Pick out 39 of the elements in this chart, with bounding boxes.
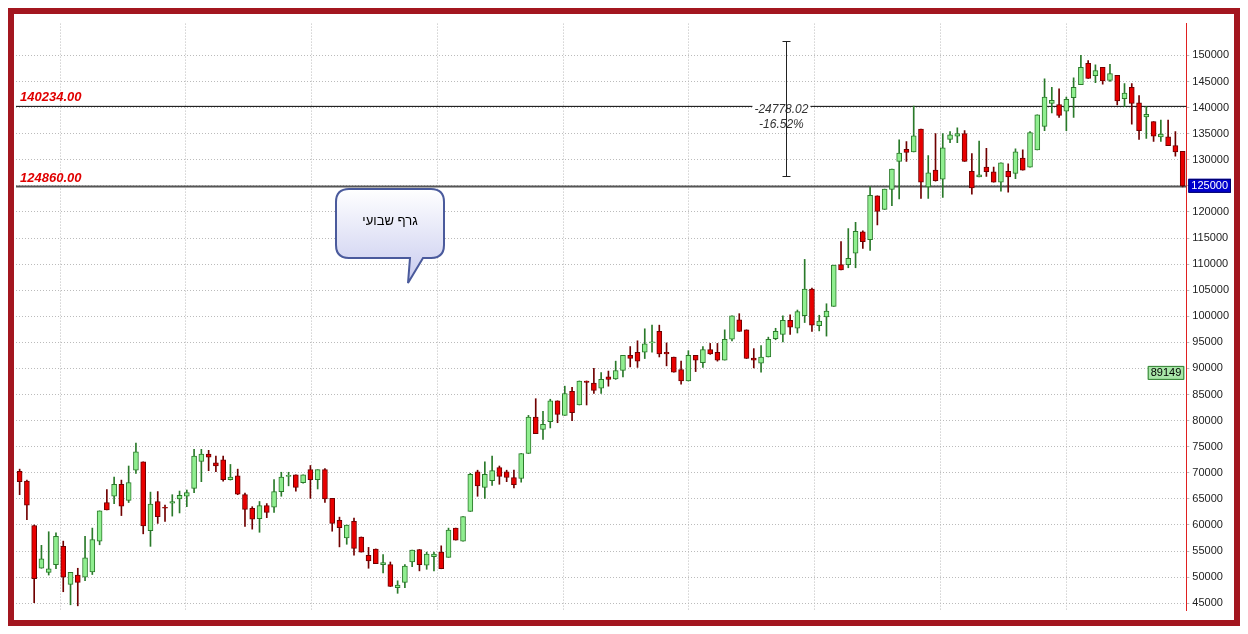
y-tick-label: 75000 bbox=[1192, 439, 1223, 452]
y-tick-label: 85000 bbox=[1192, 387, 1223, 400]
candlestick bbox=[649, 324, 655, 353]
y-tick-label: 120000 bbox=[1192, 204, 1230, 217]
y-tick-label: 70000 bbox=[1192, 465, 1223, 478]
y-tick-label: 60000 bbox=[1192, 517, 1223, 530]
y-tick-label: 45000 bbox=[1192, 596, 1223, 609]
y-tick-label: 145000 bbox=[1192, 74, 1230, 87]
y-tick-label: 100000 bbox=[1192, 309, 1230, 322]
candlestick bbox=[838, 241, 844, 271]
y-tick-label: 150000 bbox=[1192, 48, 1230, 61]
y-tick-label: 80000 bbox=[1192, 413, 1223, 426]
y-tick-label: 140000 bbox=[1192, 100, 1230, 113]
y-tick-label: 55000 bbox=[1192, 544, 1223, 557]
annotation: 89149 bbox=[1150, 366, 1182, 379]
y-tick-label: 105000 bbox=[1192, 283, 1230, 296]
candlestick bbox=[540, 410, 546, 440]
y-tick-label: 90000 bbox=[1192, 361, 1223, 374]
candlestick bbox=[380, 554, 386, 574]
y-tick-label: 115000 bbox=[1192, 231, 1229, 244]
candlestick bbox=[845, 228, 852, 269]
y-tick-label: 130000 bbox=[1192, 152, 1230, 165]
candlestick bbox=[627, 346, 634, 368]
candlestick bbox=[162, 504, 168, 522]
candlestick bbox=[896, 139, 902, 200]
candlestick bbox=[1048, 86, 1055, 114]
y-tick-label: 135000 bbox=[1192, 126, 1230, 139]
candlestick bbox=[45, 531, 52, 576]
annotation: 125000 bbox=[1191, 179, 1229, 192]
annotation: גרף שבועי bbox=[361, 213, 419, 228]
candlestick bbox=[169, 494, 176, 517]
candlestick bbox=[74, 567, 81, 607]
y-tick-label: 50000 bbox=[1192, 570, 1223, 583]
y-tick-label: 110000 bbox=[1192, 257, 1229, 270]
candlestick bbox=[1005, 163, 1012, 193]
y-tick-label: 95000 bbox=[1192, 335, 1223, 348]
ref-line-label: 140234.00 bbox=[20, 89, 83, 105]
y-tick-label: 65000 bbox=[1192, 491, 1223, 504]
ref-line-label: 124860.00 bbox=[20, 169, 83, 185]
